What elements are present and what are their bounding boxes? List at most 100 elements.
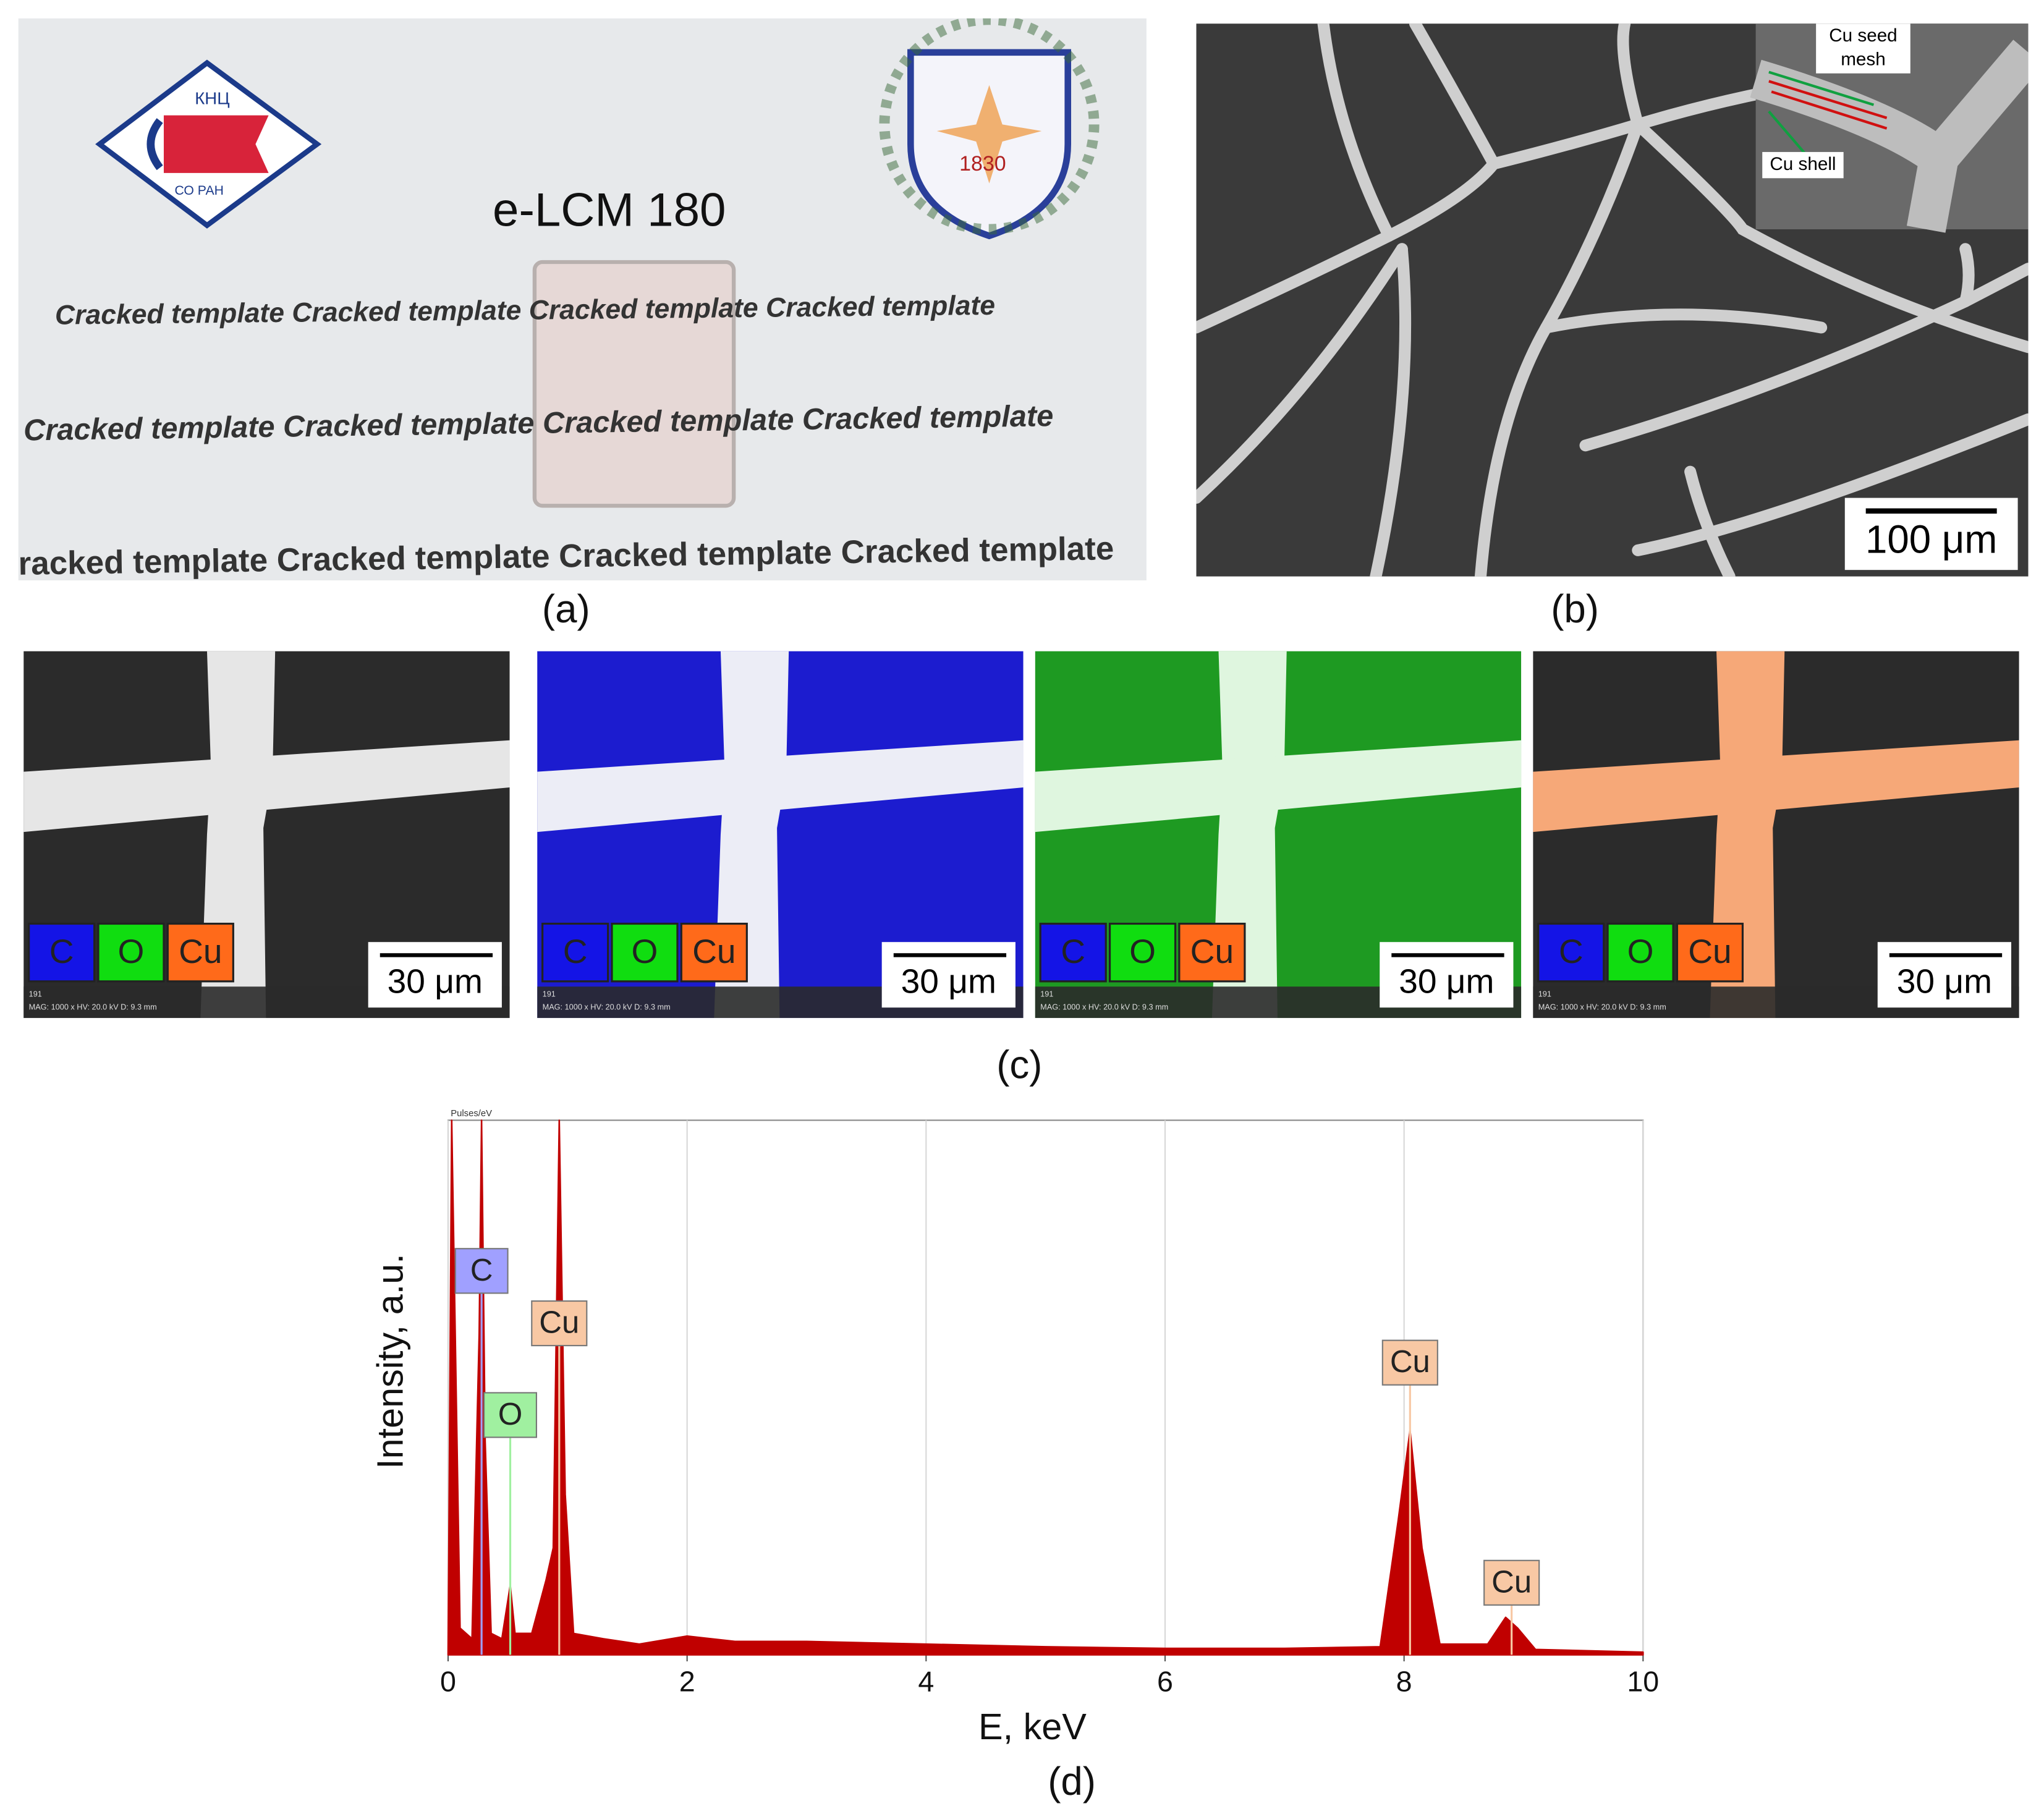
scale-bar-label: 30 μm	[1399, 962, 1494, 1001]
legend-label: C	[1559, 932, 1584, 970]
logo-right-wreath	[879, 18, 1100, 235]
peak-label-box	[454, 1248, 509, 1294]
legend-label: Cu	[179, 932, 222, 970]
peak-label: Cu	[539, 1305, 579, 1340]
plot-area	[447, 1119, 1644, 1656]
peak-label: O	[498, 1396, 523, 1431]
glass-slide	[532, 260, 736, 508]
sample-label: e-LCM 180	[493, 184, 726, 237]
legend-swatch	[1537, 922, 1605, 983]
scale-bar-label: 30 μm	[388, 962, 483, 1001]
info-id: 191	[1040, 989, 1053, 998]
crack	[1684, 465, 1736, 577]
x-tick-label: 10	[1627, 1665, 1659, 1697]
inset-label: Cu seed	[1829, 25, 1897, 46]
logo-right-star	[936, 85, 1042, 184]
inset-label-box	[1816, 23, 1910, 74]
scale-bar-box	[368, 942, 502, 1008]
panel-label: (d)	[1048, 1760, 1096, 1803]
legend-label: O	[1129, 932, 1156, 970]
inset-label-box	[1762, 151, 1844, 179]
inset-label: mesh	[1841, 49, 1886, 69]
peak-label-box	[531, 1300, 588, 1347]
logo-text: СО РАН	[175, 184, 224, 198]
info: MAG: 1000 x HV: 20.0 kV D: 9.3 mm	[1538, 1002, 1666, 1012]
logo-text: 1830	[959, 152, 1006, 176]
x-tick-label: 8	[1396, 1665, 1412, 1697]
sem-b: Cu seed mesh Cu shell 100 μm	[1196, 23, 2029, 577]
legend-swatch	[1178, 922, 1246, 983]
x-axis-title: E, keV	[978, 1706, 1087, 1747]
inset-line	[1768, 70, 1875, 158]
legend-label: O	[632, 932, 658, 970]
scale-bar-box	[1877, 942, 2012, 1008]
scale-bar-box	[881, 942, 1016, 1008]
legend-swatch	[1606, 922, 1674, 983]
x-tick-label: 0	[440, 1665, 456, 1697]
scale-bar-label: 100 μm	[1865, 517, 1997, 561]
logo-text: КНЦ	[195, 88, 229, 108]
crack	[1370, 243, 1412, 577]
y-axis-title: Intensity, a.u.	[370, 1253, 411, 1469]
legend-swatch	[1676, 922, 1744, 983]
cracks	[1196, 23, 2029, 577]
info: MAG: 1000 x HV: 20.0 kV D: 9.3 mm	[1040, 1002, 1168, 1012]
info-id: 191	[1538, 989, 1551, 998]
mesh-wire	[537, 740, 1024, 833]
crack	[1632, 413, 2029, 556]
mesh-wire	[23, 740, 510, 833]
panel-label: (a)	[542, 587, 590, 631]
scale-bar-label: 30 μm	[1897, 962, 1992, 1001]
peak-label: Cu	[1390, 1344, 1430, 1379]
info-id: 191	[29, 989, 42, 998]
legend-label: Cu	[1688, 932, 1731, 970]
crack	[1409, 23, 1500, 170]
crack	[1196, 243, 1408, 504]
logo-left-mark	[163, 115, 269, 173]
x-tick-label: 4	[918, 1665, 934, 1697]
eds-map: 191 MAG: 1000 x HV: 20.0 kV D: 9.3 mm C O Cu…	[1533, 651, 2019, 1019]
spectrum-chart: 0 2 4 6 8 10 Pulses/eV E, keV Intensity, a.u. C O C…	[370, 1109, 1660, 1747]
legend-label: C	[1061, 932, 1085, 970]
info-id: 191	[543, 989, 556, 998]
scale-bar-box	[1380, 942, 1514, 1008]
panel-label: (c)	[996, 1043, 1042, 1087]
legend-label: Cu	[1190, 932, 1234, 970]
eds-map: 191 MAG: 1000 x HV: 20.0 kV D: 9.3 mm C O Cu…	[1035, 651, 1522, 1019]
peak-label: C	[470, 1252, 493, 1287]
y-unit-label: Pulses/eV	[451, 1109, 492, 1119]
info: MAG: 1000 x HV: 20.0 kV D: 9.3 mm	[543, 1002, 671, 1012]
x-tick-label: 6	[1157, 1665, 1173, 1697]
mesh-wire	[1533, 740, 2019, 833]
peak-label-box	[1381, 1339, 1438, 1386]
x-tick-label: 2	[679, 1665, 695, 1697]
inset-wire	[1750, 40, 2029, 233]
peak-label-box	[483, 1392, 537, 1438]
legend-swatch	[611, 922, 679, 983]
crack	[1617, 23, 1644, 130]
peak-label-box	[1483, 1559, 1540, 1606]
legend-swatch	[166, 922, 234, 983]
photo-a: КНЦ СО РАН 1830 e-LCM 180 Cracked templa…	[19, 18, 1147, 580]
crack	[1317, 23, 1395, 242]
crack	[1959, 243, 1975, 308]
crack	[1579, 263, 2029, 452]
crack	[1632, 118, 2029, 354]
scale-bar-label: 30 μm	[901, 962, 996, 1001]
legend-label: C	[563, 932, 588, 970]
legend-label: O	[118, 932, 145, 970]
legend-swatch	[28, 922, 96, 983]
eds-map: 191 MAG: 1000 x HV: 20.0 kV D: 9.3 mm C O Cu…	[23, 651, 510, 1019]
spectrum	[447, 1119, 1644, 1656]
legend-swatch	[97, 922, 165, 983]
inset-line	[1768, 80, 1888, 130]
logo-left-arc	[146, 118, 163, 171]
info: MAG: 1000 x HV: 20.0 kV D: 9.3 mm	[29, 1002, 157, 1012]
legend-label: Cu	[692, 932, 736, 970]
mesh-wire	[1035, 740, 1522, 833]
legend-swatch	[541, 922, 609, 983]
legend-swatch	[680, 922, 748, 983]
inset-label: Cu shell	[1770, 154, 1836, 174]
